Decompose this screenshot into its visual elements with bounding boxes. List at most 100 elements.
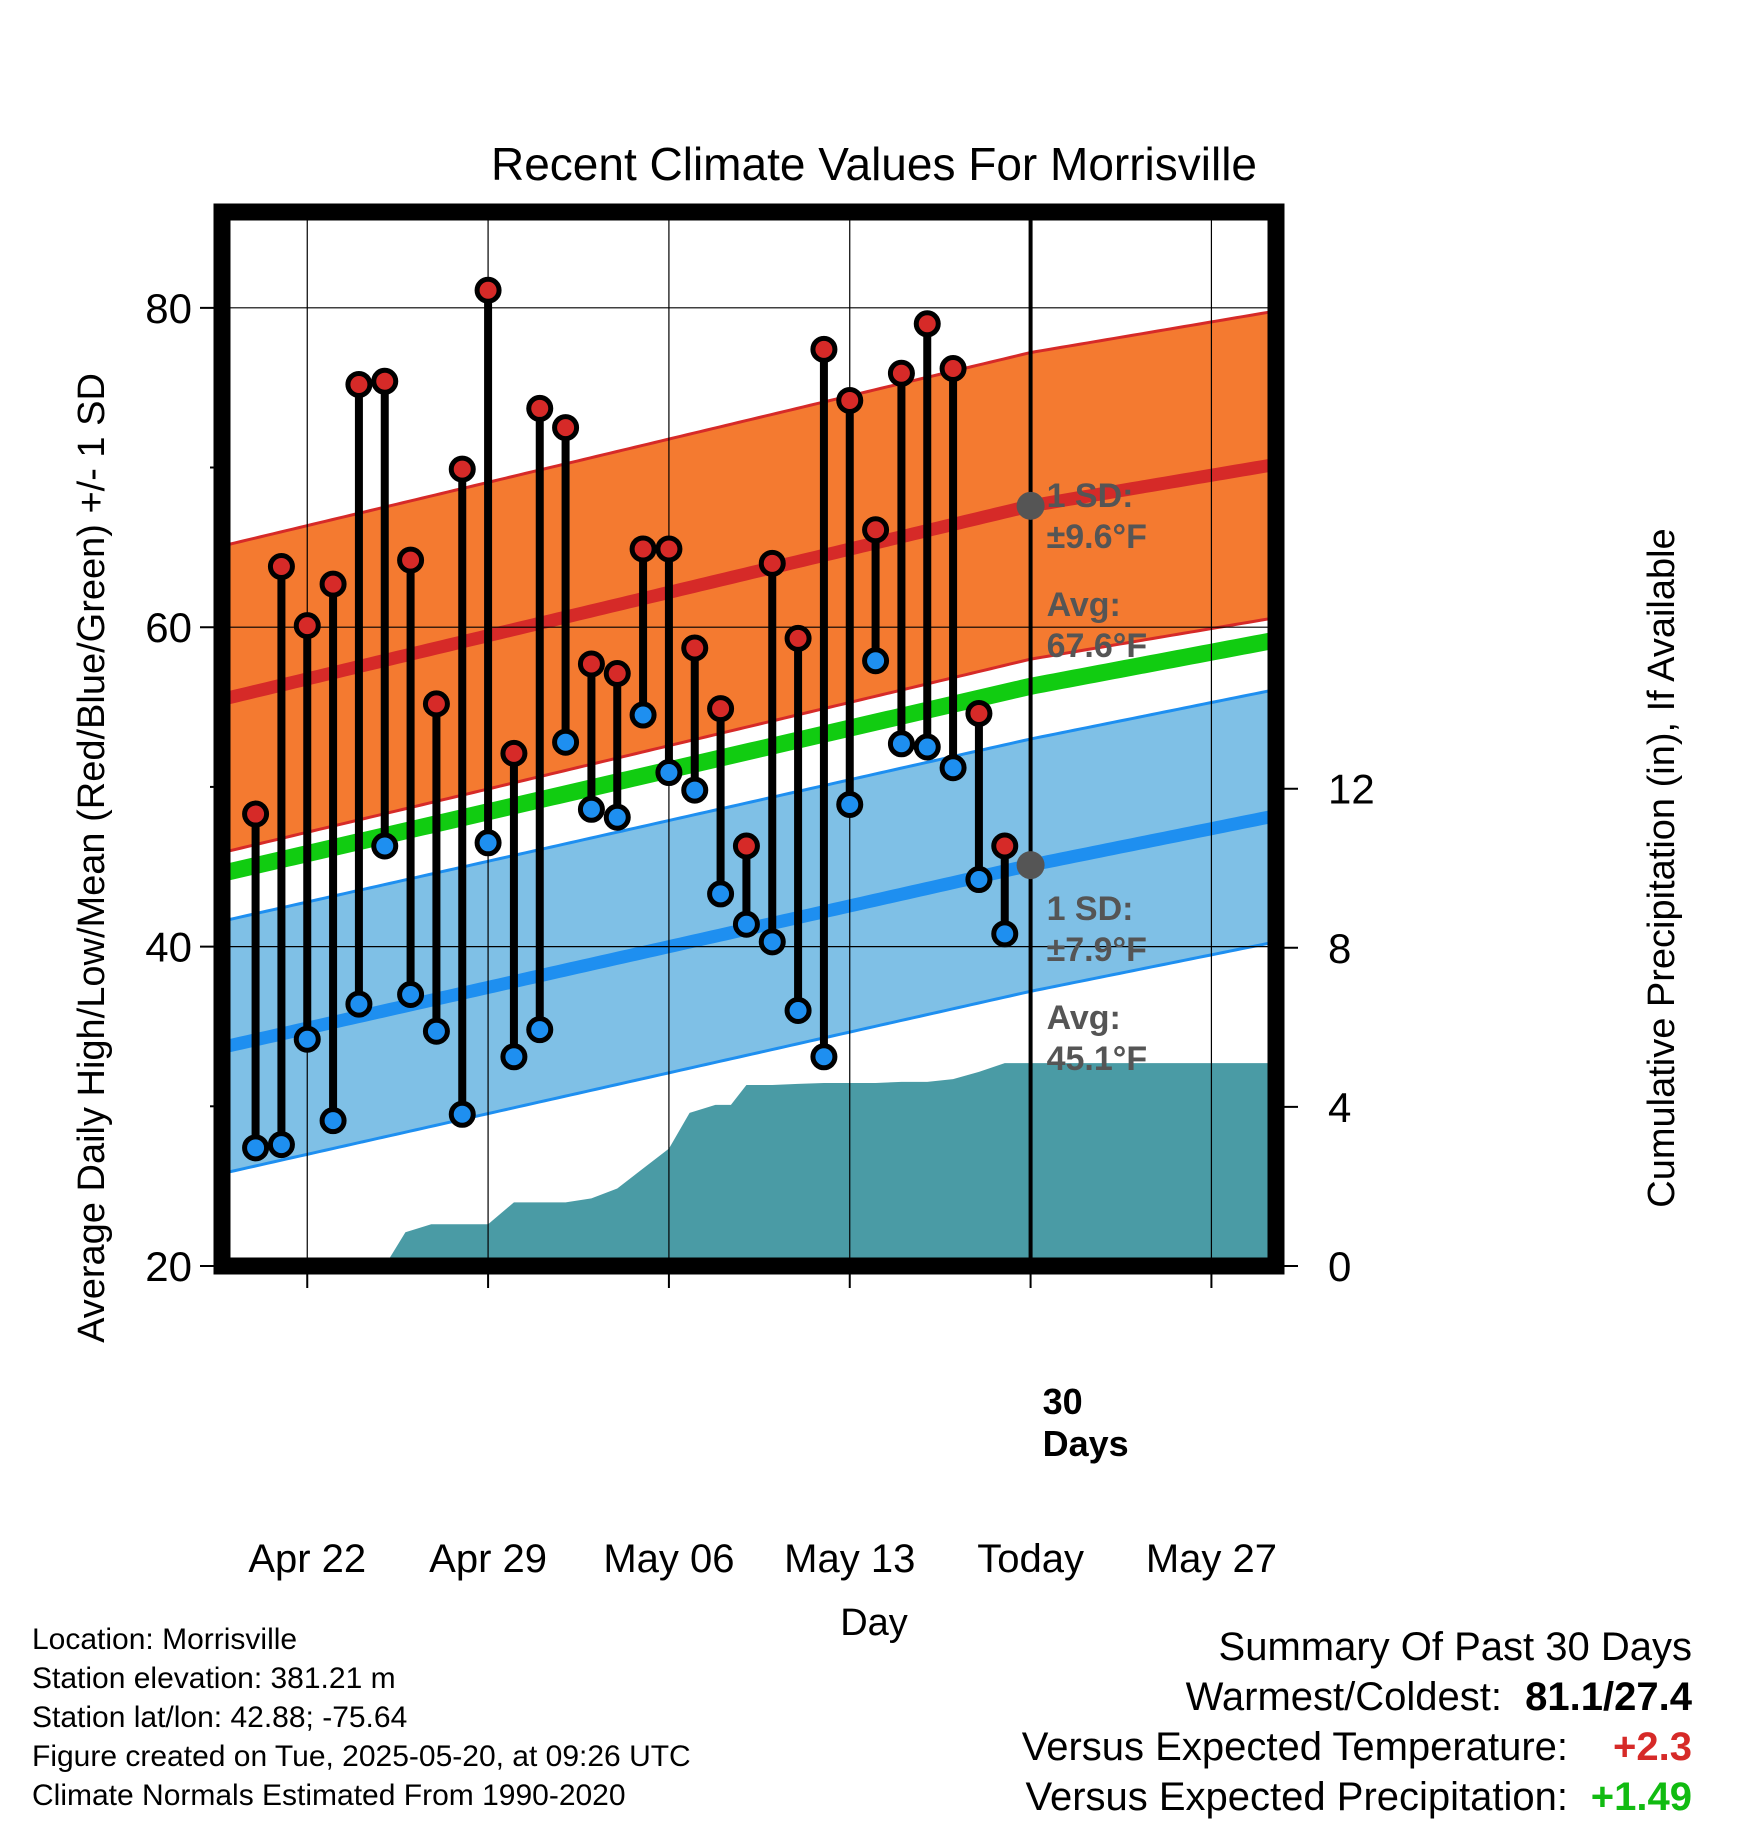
daily-low-point (319, 1107, 347, 1135)
right-y-tick-label: 4 (1328, 1084, 1351, 1131)
latlon-text: Station lat/lon: 42.88; -75.64 (32, 1701, 408, 1734)
daily-high-point (965, 699, 993, 727)
daily-high-point (655, 535, 683, 563)
right-y-tick-label: 8 (1328, 925, 1351, 972)
left-y-tick-label: 40 (145, 924, 192, 971)
daily-high-point (784, 624, 812, 652)
normal-high-band-lower-edge (222, 616, 1275, 855)
daily-high-point (474, 276, 502, 304)
daily-low-point (422, 1017, 450, 1045)
high-sd-value: ±9.6°F (1047, 518, 1147, 556)
x-tick-label: Apr 22 (248, 1537, 366, 1581)
daily-high-point (448, 455, 476, 483)
x-tick-label: May 13 (784, 1537, 915, 1581)
daily-low-point (526, 1016, 554, 1044)
daily-high-point (371, 367, 399, 395)
daily-high-point (681, 634, 709, 662)
daily-low-point (577, 795, 605, 823)
daily-high-point (991, 832, 1019, 860)
daily-high-point (836, 386, 864, 414)
x-tick-label: Today (977, 1537, 1084, 1581)
daily-low-point (474, 829, 502, 857)
daily-low-point (603, 803, 631, 831)
low-avg-label: Avg: (1047, 999, 1121, 1037)
precip-departure-value: +1.49 (1590, 1775, 1692, 1819)
daily-high-point (526, 394, 554, 422)
left-y-tick-label: 20 (145, 1243, 192, 1290)
daily-low-point (913, 733, 941, 761)
x-tick-label: Apr 29 (429, 1537, 547, 1581)
summary-temp: Versus Expected Temperature: +2.3 (1022, 1722, 1692, 1772)
daily-high-point (267, 553, 295, 581)
summary-warm-cold: Warmest/Coldest: 81.1/27.4 (1022, 1672, 1692, 1722)
summary-precip: Versus Expected Precipitation: +1.49 (1022, 1772, 1692, 1822)
x-tick-label: May 06 (603, 1537, 734, 1581)
daily-low-point (267, 1131, 295, 1159)
left-y-tick-label: 80 (145, 285, 192, 332)
high-avg-value: 67.6°F (1047, 627, 1148, 665)
daily-high-point (707, 695, 735, 723)
daily-low-point (448, 1100, 476, 1128)
daily-high-point (552, 414, 580, 442)
today-window-label-line2: Days (1043, 1423, 1129, 1464)
daily-high-point (887, 359, 915, 387)
right-y-axis-label: Cumulative Precipitation (in), If Availa… (1641, 528, 1683, 1207)
normal-mean-line (222, 631, 1276, 882)
location-text: Location: Morrisville (32, 1623, 298, 1656)
daily-high-point (913, 310, 941, 338)
left-y-tick-label: 60 (145, 604, 192, 651)
daily-low-point (732, 910, 760, 938)
daily-low-point (397, 981, 425, 1009)
daily-high-point (732, 832, 760, 860)
today-high-average-marker (1016, 491, 1045, 520)
today-window-label-line1: 30 (1043, 1381, 1083, 1422)
normal-low-band-lower-edge (222, 940, 1276, 1175)
x-tick-label: May 27 (1146, 1537, 1277, 1581)
daily-high-point (397, 546, 425, 574)
daily-high-point (319, 570, 347, 598)
daily-high-point (422, 690, 450, 718)
daily-low-point (242, 1134, 270, 1162)
daily-low-point (939, 754, 967, 782)
daily-high-point (242, 800, 270, 828)
plot-frame (213, 203, 1285, 1275)
daily-low-point (836, 790, 864, 818)
cumulative-precipitation-area (307, 1063, 1276, 1266)
daily-high-point (629, 535, 657, 563)
daily-low-point (345, 990, 373, 1018)
daily-high-point (810, 335, 838, 363)
daily-low-point (887, 730, 915, 758)
warm-cold-value: 81.1/27.4 (1525, 1675, 1692, 1719)
daily-low-point (552, 728, 580, 756)
daily-low-point (629, 701, 657, 729)
daily-high-point (500, 739, 528, 767)
daily-low-point (681, 776, 709, 804)
daily-low-point (371, 832, 399, 860)
station-info: Location: Morrisville Station elevation:… (32, 1620, 691, 1815)
daily-low-point (500, 1043, 528, 1071)
elevation-text: Station elevation: 381.21 m (32, 1662, 396, 1695)
daily-high-point (603, 660, 631, 688)
created-text: Figure created on Tue, 2025-05-20, at 09… (32, 1740, 691, 1773)
daily-high-point (758, 549, 786, 577)
temp-departure-label: Versus Expected Temperature: (1021, 1725, 1568, 1769)
daily-low-point (707, 880, 735, 908)
warm-cold-label: Warmest/Coldest: (1185, 1675, 1502, 1719)
low-sd-label: 1 SD: (1047, 890, 1134, 928)
daily-low-point (810, 1043, 838, 1071)
daily-high-point (577, 650, 605, 678)
daily-low-point (965, 866, 993, 894)
daily-high-point (293, 612, 321, 640)
right-y-tick-label: 12 (1328, 766, 1375, 813)
daily-low-point (293, 1025, 321, 1053)
chart-title: Recent Climate Values For Morrisville (491, 138, 1257, 190)
summary-title: Summary Of Past 30 Days (1218, 1625, 1692, 1669)
normals-text: Climate Normals Estimated From 1990-2020 (32, 1779, 626, 1812)
high-sd-label: 1 SD: (1047, 477, 1134, 515)
daily-low-point (758, 928, 786, 956)
normal-high-band-upper-edge (222, 309, 1275, 548)
left-y-axis-label: Average Daily High/Low/Mean (Red/Blue/Gr… (71, 373, 113, 1343)
normal-low-band-upper-edge (222, 688, 1276, 923)
